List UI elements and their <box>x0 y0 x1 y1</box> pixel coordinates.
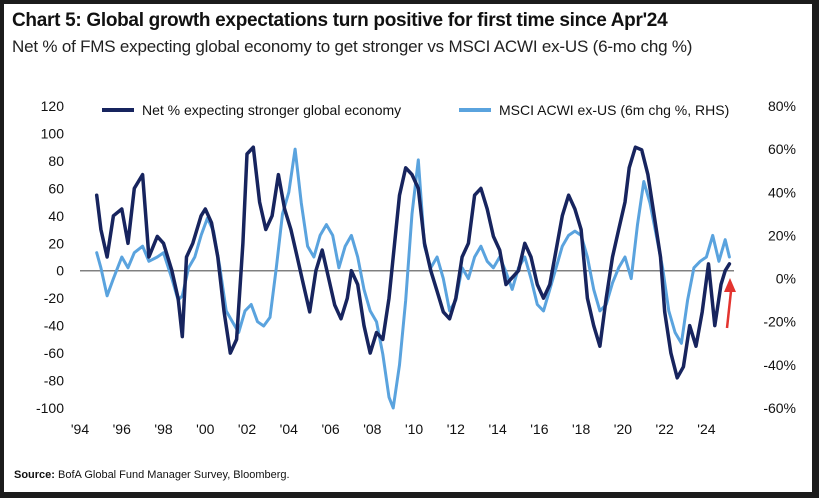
x-tick-label: '18 <box>572 421 590 437</box>
series-line-msci-acwi <box>95 147 731 410</box>
chart-title: Chart 5: Global growth expectations turn… <box>12 10 668 31</box>
y-right-tick-label: 20% <box>768 227 796 243</box>
y-left-tick-label: 100 <box>41 125 65 141</box>
x-tick-label: '02 <box>238 421 256 437</box>
legend-label-net: Net % expecting stronger global economy <box>142 102 401 118</box>
y-right-tick-label: 0% <box>776 271 796 287</box>
x-tick-label: '20 <box>614 421 632 437</box>
x-tick-label: '22 <box>656 421 674 437</box>
x-tick-label: '14 <box>488 421 506 437</box>
x-tick-label: '98 <box>154 421 172 437</box>
y-left-tick-label: 40 <box>48 208 64 224</box>
y-left-tick-label: -40 <box>44 318 64 334</box>
legend: Net % expecting stronger global economy … <box>102 102 729 118</box>
y-right-tick-label: 60% <box>768 141 796 157</box>
y-left-tick-label: 0 <box>56 263 64 279</box>
y-left-tick-label: 20 <box>48 235 64 251</box>
x-tick-label: '96 <box>113 421 131 437</box>
y-right-tick-label: -40% <box>763 357 796 373</box>
source-text: BofA Global Fund Manager Survey, Bloombe… <box>58 469 290 481</box>
y-left-tick-label: -100 <box>36 400 64 416</box>
y-left-tick-label: -80 <box>44 373 64 389</box>
x-tick-label: '94 <box>71 421 89 437</box>
x-tick-label: '16 <box>530 421 548 437</box>
chart-subtitle: Net % of FMS expecting global economy to… <box>12 37 693 56</box>
y-right-tick-label: -60% <box>763 400 796 416</box>
y-left-tick-label: -20 <box>44 290 64 306</box>
y-axis-right: 80% 60% 40% 20% 0% -20% -40% -60% <box>763 98 796 416</box>
source-note: Source: BofA Global Fund Manager Survey,… <box>14 469 290 481</box>
y-right-tick-label: 80% <box>768 98 796 114</box>
chart-plot: 120 100 80 60 40 20 0 -20 -40 -60 -80 -100 80% 60% 40… <box>36 98 796 437</box>
x-tick-label: '12 <box>447 421 465 437</box>
y-right-tick-label: 40% <box>768 184 796 200</box>
x-axis: '94 '96 '98 '00 '02 '04 '06 '08 '10 '12 '14 '16 '18 '… <box>71 421 716 437</box>
y-left-tick-label: 120 <box>41 98 65 114</box>
x-tick-label: '00 <box>196 421 214 437</box>
y-left-tick-label: 80 <box>48 153 64 169</box>
chart-frame: Chart 5: Global growth expectations turn… <box>4 4 812 492</box>
x-tick-label: '04 <box>280 421 298 437</box>
x-tick-label: '06 <box>321 421 339 437</box>
up-arrow-icon <box>724 278 736 292</box>
x-tick-label: '08 <box>363 421 381 437</box>
up-arrow-shaft <box>725 290 733 329</box>
series-line-net-stronger <box>94 145 732 380</box>
source-label: Source: <box>14 469 55 481</box>
y-right-tick-label: -20% <box>763 314 796 330</box>
y-left-tick-label: -60 <box>44 345 64 361</box>
x-tick-label: '24 <box>697 421 715 437</box>
x-tick-label: '10 <box>405 421 423 437</box>
series-layer <box>94 145 732 410</box>
y-axis-left: 120 100 80 60 40 20 0 -20 -40 -60 -80 -100 <box>36 98 64 416</box>
legend-label-msci: MSCI ACWI ex-US (6m chg %, RHS) <box>499 102 729 118</box>
y-left-tick-label: 60 <box>48 180 64 196</box>
